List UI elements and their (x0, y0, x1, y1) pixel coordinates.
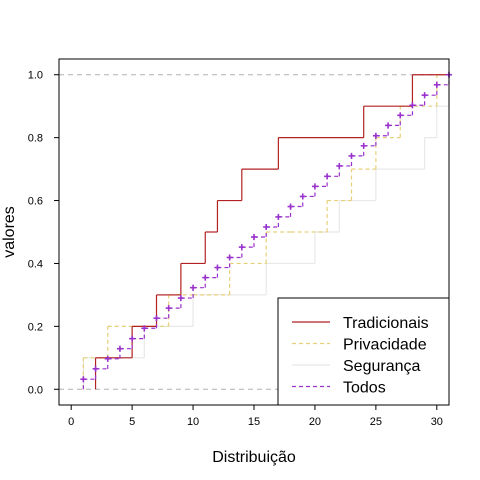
x-tick-label: 0 (68, 416, 74, 428)
x-axis-title: Distribuição (212, 449, 296, 466)
x-tick-label: 5 (129, 416, 135, 428)
legend-label: Privacidade (343, 337, 427, 354)
legend-label: Tradicionais (343, 315, 429, 332)
legend-label: Segurança (343, 358, 420, 375)
y-tick-label: 1.0 (28, 70, 43, 82)
legend-box (277, 297, 450, 406)
x-tick-label: 10 (187, 416, 199, 428)
legend: Tradicionais Privacidade Segurança Todos (277, 297, 450, 406)
y-axis: 0.0 0.2 0.4 0.6 0.8 1.0 (28, 70, 59, 396)
y-tick-label: 0.4 (28, 258, 43, 270)
series-1 (82, 74, 449, 390)
y-axis-title: valores (1, 206, 18, 258)
x-tick-label: 25 (370, 416, 382, 428)
x-axis: 0 5 10 15 20 25 30 (68, 405, 443, 428)
x-tick-label: 30 (431, 416, 443, 428)
y-tick-label: 0.8 (28, 133, 43, 145)
series-layer (80, 71, 452, 390)
y-tick-label: 0.2 (28, 321, 43, 333)
x-tick-label: 20 (309, 416, 321, 428)
x-tick-label: 15 (248, 416, 260, 428)
series-0 (94, 74, 449, 390)
series-3 (80, 71, 452, 390)
y-tick-label: 0.6 (28, 196, 43, 208)
legend-label: Todos (343, 380, 386, 397)
y-tick-label: 0.0 (28, 384, 43, 396)
